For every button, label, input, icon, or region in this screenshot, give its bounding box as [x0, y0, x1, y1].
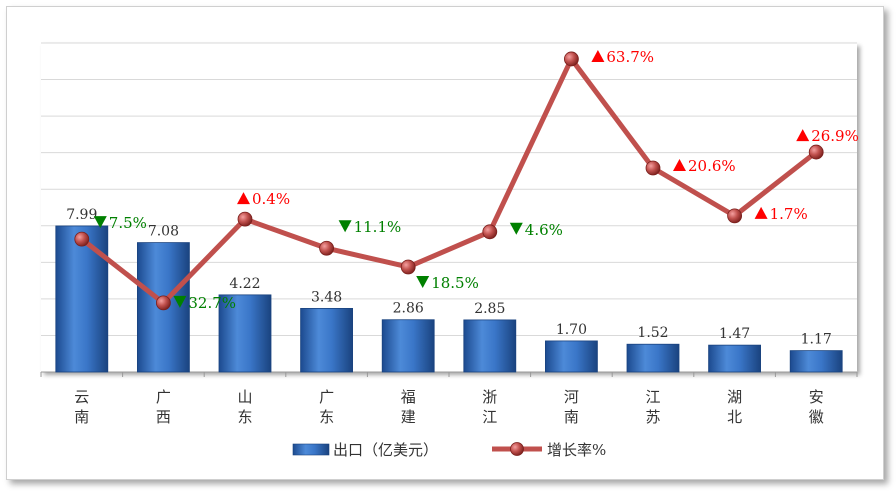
- growth-label: 63.7%: [606, 48, 654, 66]
- bar: [381, 319, 435, 373]
- line-series: [74, 51, 824, 311]
- line-point: [808, 144, 824, 160]
- bar-value-label: 3.48: [311, 289, 342, 305]
- bar: [708, 344, 761, 373]
- growth-label: 32.7%: [188, 294, 236, 312]
- line-point: [237, 211, 253, 227]
- legend-line-label: 增长率%: [547, 441, 606, 459]
- legend-line-marker: [510, 442, 524, 456]
- growth-label: 4.6%: [525, 221, 563, 239]
- bar: [545, 340, 598, 373]
- down-arrow-icon: [509, 222, 523, 235]
- bar: [55, 225, 109, 373]
- bar-value-label: 2.86: [393, 301, 424, 317]
- bar: [789, 350, 843, 373]
- growth-label: 1.7%: [770, 205, 808, 223]
- legend-bar-swatch: [292, 443, 330, 456]
- chart-frame: 7.99 7.08 4.22 3.48 2.86 2.85 1.70 1.52 1.47 1.17…: [6, 6, 884, 480]
- growth-label: 0.4%: [252, 190, 290, 208]
- bar-value-labels: 7.99 7.08 4.22 3.48 2.86 2.85 1.70 1.52 1.47 1.17: [66, 207, 832, 348]
- line-point: [319, 240, 335, 256]
- bar-value-label: 2.85: [474, 301, 505, 317]
- down-arrow-icon: [416, 275, 430, 288]
- x-axis-ticks: [40, 372, 858, 377]
- category-label: 河南: [564, 388, 579, 426]
- up-arrow-icon: [754, 206, 768, 219]
- bar-value-label: 7.08: [148, 224, 179, 240]
- category-label: 云南: [74, 388, 89, 426]
- legend-bar-label: 出口（亿美元）: [333, 441, 438, 459]
- line-point: [482, 224, 498, 240]
- category-label: 安徽: [809, 388, 824, 426]
- line-point: [645, 160, 661, 176]
- legend: 出口（亿美元） 增长率%: [292, 441, 606, 459]
- bar-value-label: 4.22: [229, 276, 260, 292]
- category-label: 浙江: [482, 388, 497, 426]
- bar: [626, 343, 680, 373]
- growth-line: [80, 56, 818, 306]
- growth-label: 26.9%: [811, 127, 859, 145]
- line-point: [155, 295, 171, 311]
- up-arrow-icon: [673, 159, 686, 172]
- category-label: 江苏: [645, 388, 660, 426]
- category-label: 广东: [319, 388, 334, 426]
- line-point: [74, 231, 90, 247]
- bar-value-label: 7.99: [66, 207, 97, 223]
- bar-value-label: 1.52: [637, 325, 668, 341]
- chart: 7.99 7.08 4.22 3.48 2.86 2.85 1.70 1.52 1.47 1.17…: [40, 42, 859, 459]
- line-point: [727, 208, 742, 224]
- down-arrow-icon: [93, 216, 107, 229]
- bar-value-label: 1.17: [801, 332, 832, 348]
- growth-label: 7.5%: [109, 214, 147, 232]
- down-arrow-icon: [338, 220, 352, 233]
- up-arrow-icon: [591, 49, 605, 62]
- bar-value-label: 1.47: [719, 326, 750, 342]
- growth-labels: 7.5% 32.7% 0.4% 11.1% 18.5% 4.6% 63.7% 20.6% 1.7…: [93, 48, 859, 312]
- category-labels: 云南 广西 山东 广东 福建 浙江 河南 江苏 湖北 安徽: [74, 388, 823, 426]
- category-label: 广西: [156, 388, 171, 426]
- bar: [218, 294, 272, 373]
- growth-label: 20.6%: [688, 157, 736, 175]
- bar-value-label: 1.70: [556, 322, 587, 338]
- up-arrow-icon: [237, 192, 250, 205]
- line-point: [400, 259, 416, 275]
- up-arrow-icon: [796, 129, 810, 142]
- bar: [300, 307, 354, 373]
- category-label: 山东: [237, 388, 252, 426]
- growth-label: 18.5%: [431, 274, 479, 292]
- growth-label: 11.1%: [354, 218, 402, 236]
- bar: [463, 319, 517, 373]
- line-point: [564, 51, 579, 67]
- down-arrow-icon: [173, 295, 187, 308]
- category-label: 福建: [401, 388, 416, 426]
- category-label: 湖北: [727, 388, 742, 426]
